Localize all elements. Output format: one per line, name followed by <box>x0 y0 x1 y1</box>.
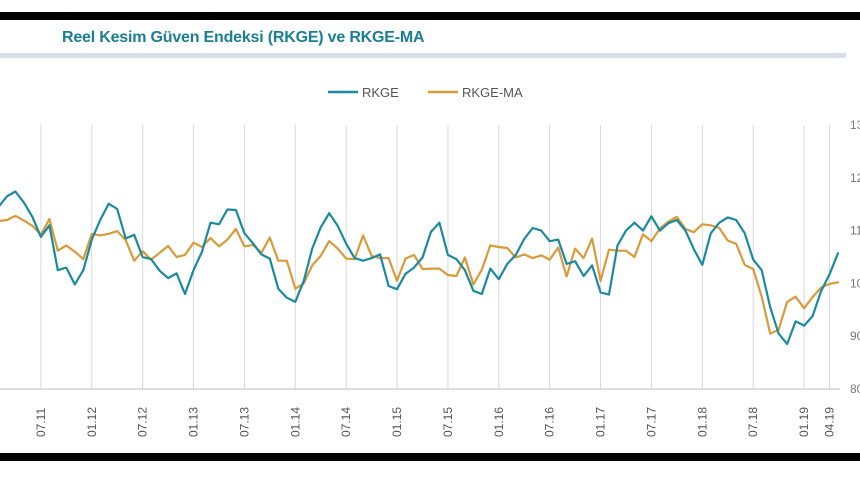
frame-bottom-border <box>0 453 860 461</box>
legend-label: RKGE <box>362 85 399 100</box>
x-tick-label: 07.15 <box>441 407 455 437</box>
y-tick-label: 80 <box>850 382 860 396</box>
x-tick-label: 01.16 <box>492 407 506 437</box>
x-tick-label: 07.18 <box>746 407 760 437</box>
y-tick-label: 130 <box>850 118 860 132</box>
title-divider <box>0 53 846 58</box>
x-tick-label: 07.14 <box>339 407 353 437</box>
y-tick-label: 110 <box>850 224 860 238</box>
x-tick-label: 07.16 <box>543 407 557 437</box>
frame-top-border <box>0 12 860 20</box>
x-tick-label: 07.12 <box>136 407 150 437</box>
x-tick-label: 01.14 <box>288 407 302 437</box>
x-tick-label: 01.13 <box>187 407 201 437</box>
x-tick-label: 07.13 <box>237 407 251 437</box>
legend-label: RKGE-MA <box>462 85 523 100</box>
y-tick-label: 90 <box>850 329 860 343</box>
x-tick-label: 01.12 <box>85 407 99 437</box>
x-tick-label: 01.17 <box>594 407 608 437</box>
series-line-rkge <box>0 190 840 346</box>
chart-title: Reel Kesim Güven Endeksi (RKGE) ve RKGE-… <box>62 29 425 46</box>
x-tick-label: 01.19 <box>797 407 811 437</box>
y-axis-ticks: 80 90 100 110 120 130 <box>850 118 860 396</box>
series-lines <box>0 190 840 346</box>
y-tick-label: 100 <box>850 276 860 290</box>
x-tick-label: 04.19 <box>823 407 837 437</box>
y-tick-label: 120 <box>850 171 860 185</box>
x-axis-ticks: 07.11 01.12 07.12 01.13 07.13 01.14 07.14 01.15… <box>34 407 837 437</box>
x-tick-label: 07.11 <box>34 408 48 437</box>
x-tick-label: 07.17 <box>644 407 658 437</box>
grid-lines <box>40 125 831 389</box>
series-line-rkge-ma <box>0 214 840 335</box>
x-tick-label: 01.15 <box>390 407 404 437</box>
legend: RKGE RKGE-MA <box>328 85 523 100</box>
x-tick-label: 01.18 <box>695 407 709 437</box>
